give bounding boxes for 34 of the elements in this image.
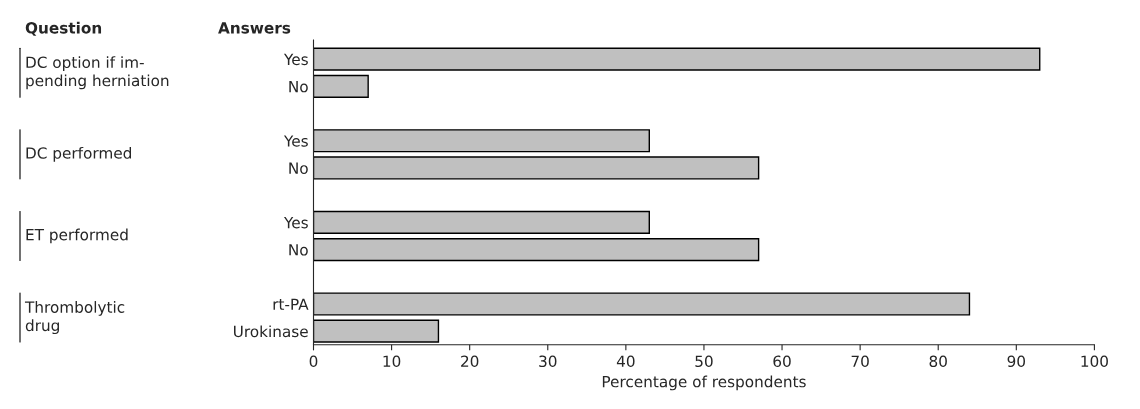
x-tick-label: 10 (383, 355, 401, 368)
text: DC performed (26, 146, 131, 162)
y-tick-label: Urokinase (234, 325, 308, 338)
bar (313, 210, 650, 234)
y-tick-label: No (289, 244, 308, 256)
bar (313, 129, 650, 153)
text: ET performed (26, 228, 128, 244)
y-tick-label: Yes (283, 135, 308, 147)
y-tick-label: rt-PA (273, 298, 309, 310)
y-tick-label: Yes (283, 53, 308, 66)
bar (313, 74, 369, 98)
text: Answers (218, 22, 291, 34)
bar (313, 156, 760, 180)
x-tick-label: 90 (1007, 355, 1026, 368)
bar (313, 292, 971, 316)
x-tick-label: 20 (461, 355, 479, 368)
x-tick-label: 70 (851, 355, 869, 368)
text: DC option if im- pending herniation (26, 56, 169, 90)
bar (313, 47, 1041, 71)
text: Thrombolytic drug (24, 301, 125, 335)
x-tick-label: 0 (309, 355, 318, 368)
bar (313, 237, 760, 262)
x-tick-label: 30 (539, 355, 557, 368)
x-tick-label: 40 (616, 355, 635, 368)
x-tick-label: 60 (773, 355, 791, 368)
x-axis-title: Percentage of respondents (602, 375, 806, 391)
y-tick-label: No (289, 81, 308, 93)
x-tick-label: 50 (695, 355, 713, 368)
y-tick-label: Yes (283, 217, 308, 229)
bar (313, 319, 440, 343)
x-tick-label: 100 (1081, 355, 1108, 368)
text: Question (25, 21, 102, 36)
y-tick-label: No (289, 162, 308, 174)
x-tick-label: 80 (929, 355, 947, 368)
